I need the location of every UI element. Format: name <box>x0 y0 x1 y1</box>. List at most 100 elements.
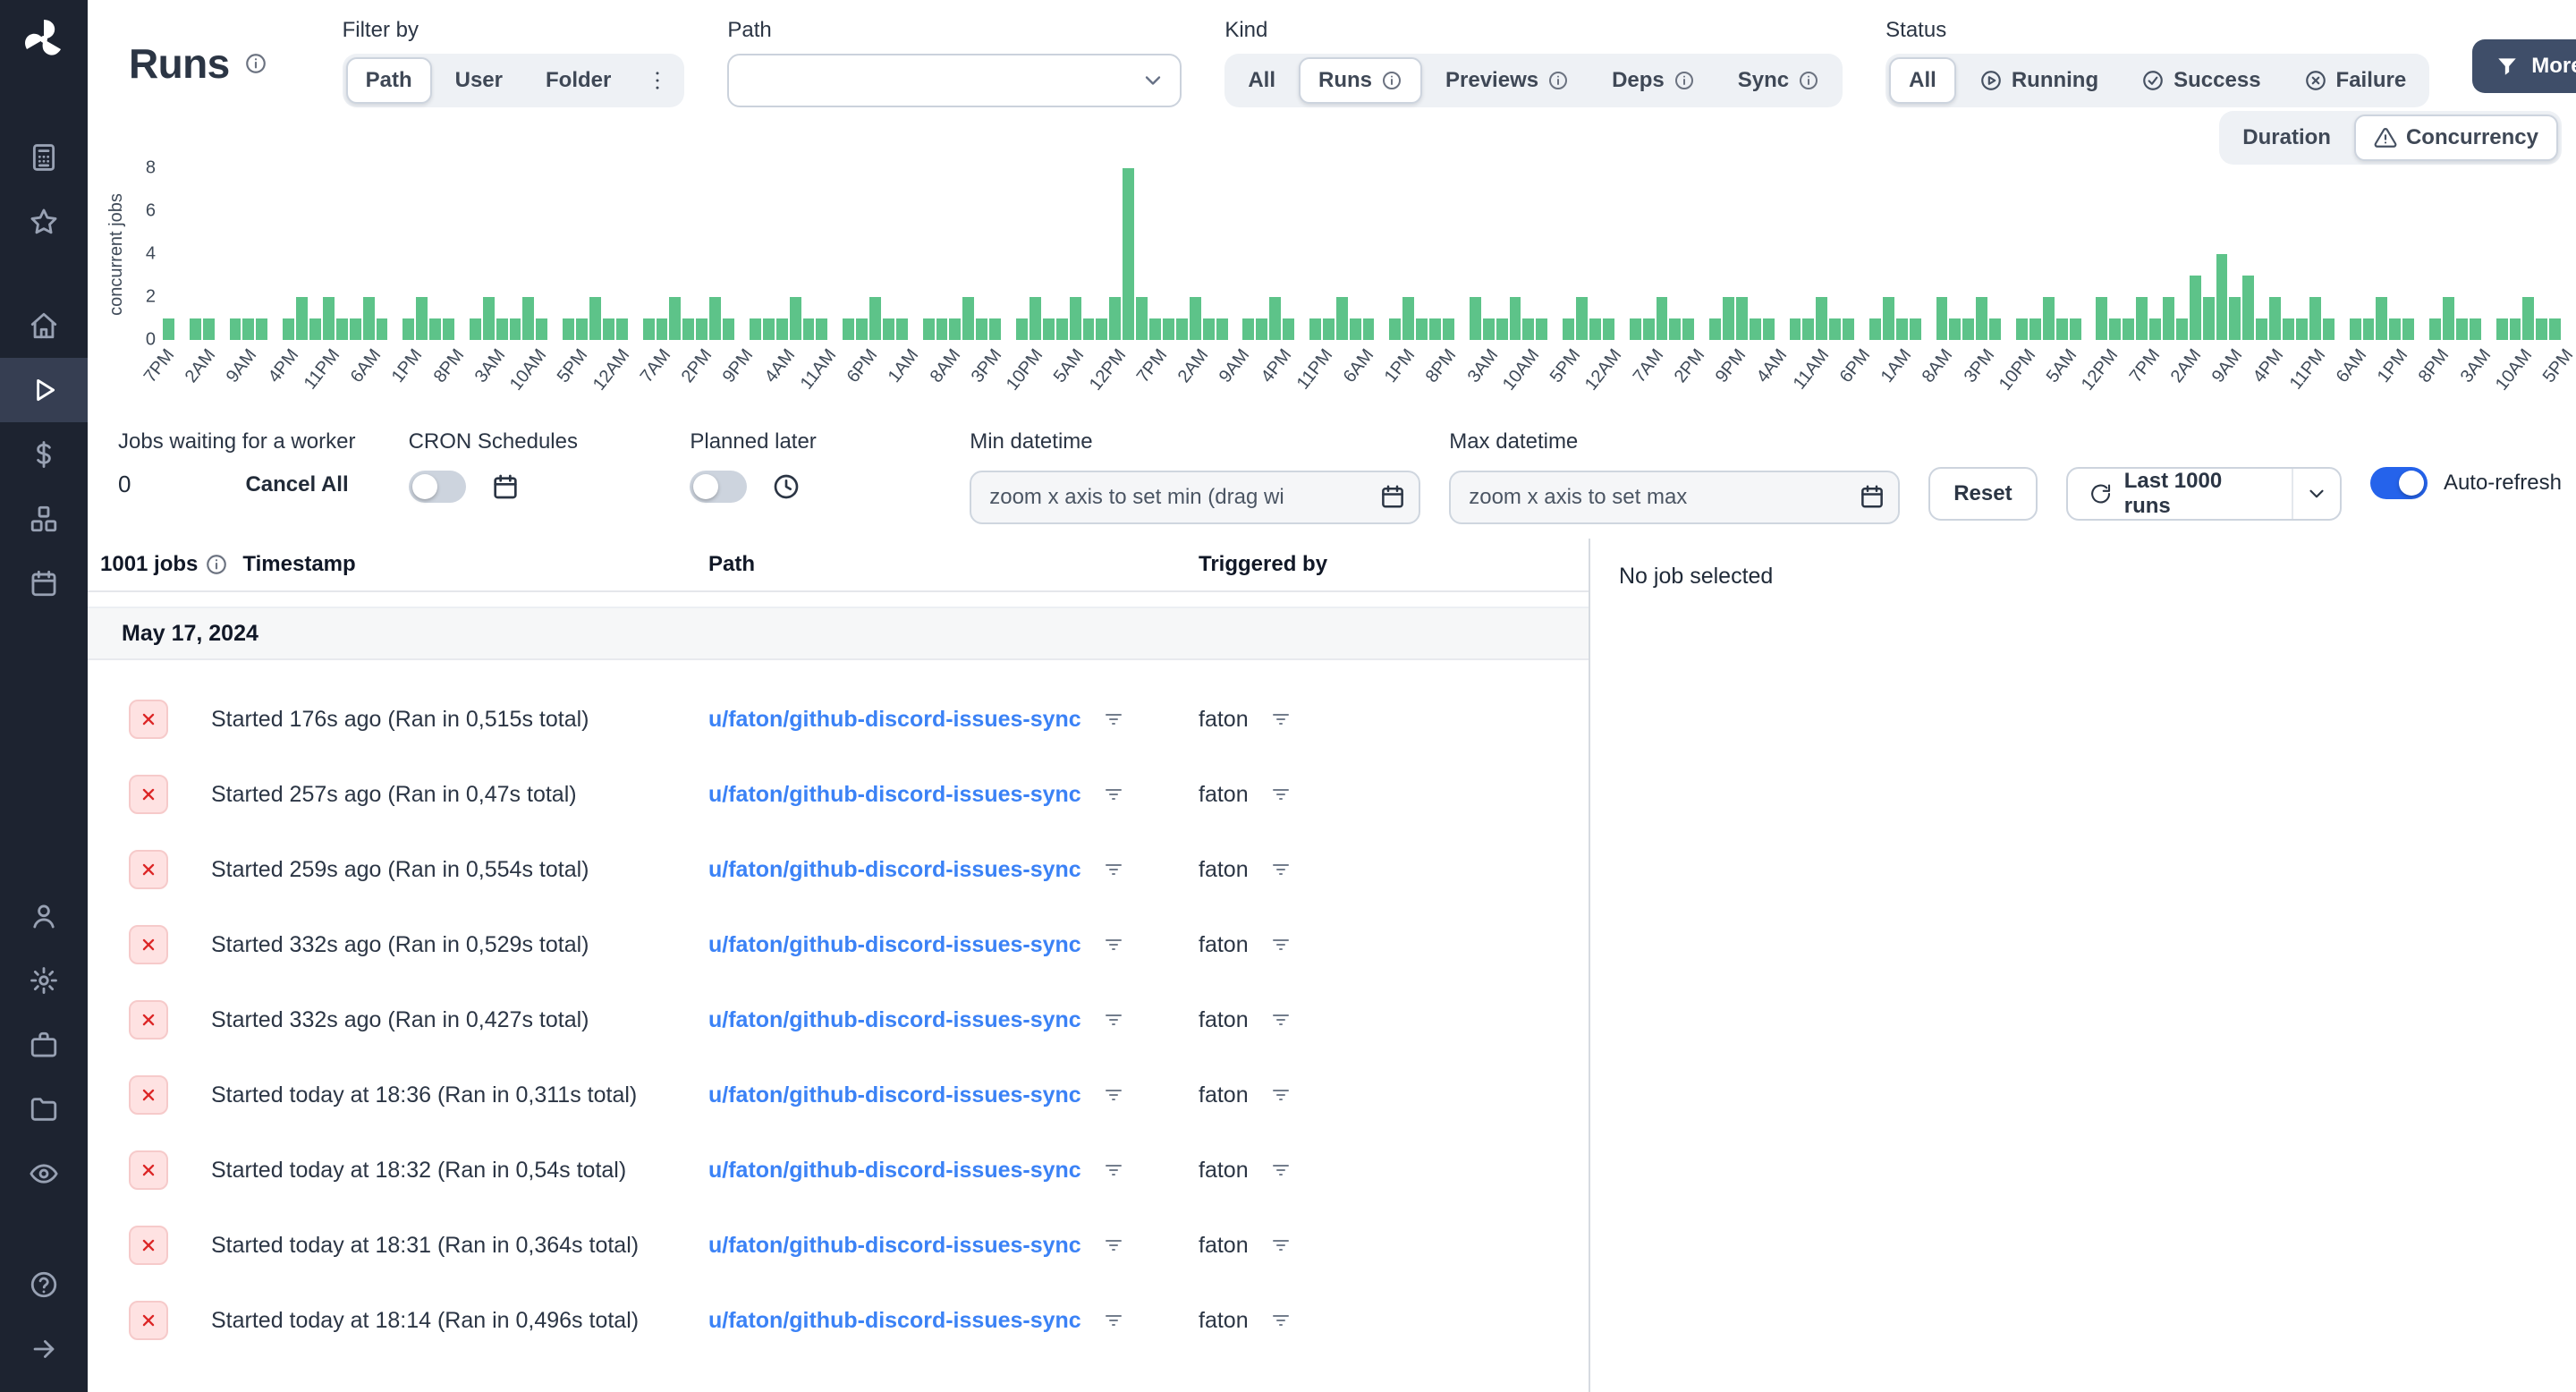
filter-by-user-icon[interactable] <box>1270 1235 1292 1256</box>
sidebar-item-workers[interactable] <box>0 1013 88 1077</box>
filter-by-path-icon[interactable] <box>1103 1084 1124 1106</box>
filter-by-path-icon[interactable] <box>1103 1310 1124 1331</box>
run-status-failure-icon[interactable] <box>129 925 168 964</box>
windmill-logo-icon[interactable] <box>17 14 71 64</box>
sidebar-item-variables[interactable] <box>0 422 88 487</box>
run-row[interactable]: Started today at 18:14 (Ran in 0,496s to… <box>88 1283 1589 1358</box>
kind-sync-button[interactable]: Sync <box>1718 57 1839 104</box>
status-all-button[interactable]: All <box>1889 57 1956 104</box>
status-success-button[interactable]: Success <box>2122 57 2280 104</box>
planned-later-toggle[interactable] <box>690 471 748 503</box>
run-status-failure-icon[interactable] <box>129 1075 168 1115</box>
chart-plot[interactable] <box>163 168 2562 340</box>
run-row[interactable]: Started today at 18:36 (Ran in 0,311s to… <box>88 1057 1589 1133</box>
run-path-link[interactable]: u/faton/github-discord-issues-sync <box>708 1307 1081 1333</box>
sidebar-item-resources[interactable] <box>0 487 88 551</box>
run-path-link[interactable]: u/faton/github-discord-issues-sync <box>708 781 1081 807</box>
min-datetime-input[interactable] <box>970 471 1421 524</box>
cron-schedules-toggle[interactable] <box>408 471 466 503</box>
run-row[interactable]: Started today at 18:32 (Ran in 0,54s tot… <box>88 1133 1589 1208</box>
jobs-count-info-icon[interactable] <box>205 553 228 576</box>
kind-runs-button[interactable]: Runs <box>1299 57 1423 104</box>
filter-by-path-icon[interactable] <box>1103 1009 1124 1031</box>
runs-info-icon[interactable] <box>244 52 267 75</box>
run-path-link[interactable]: u/faton/github-discord-issues-sync <box>708 1006 1081 1032</box>
run-path-link[interactable]: u/faton/github-discord-issues-sync <box>708 1082 1081 1108</box>
concurrency-tab[interactable]: Concurrency <box>2353 115 2558 161</box>
run-status-failure-icon[interactable] <box>129 1150 168 1190</box>
run-path-link[interactable]: u/faton/github-discord-issues-sync <box>708 1232 1081 1258</box>
filter-by-user-button[interactable]: User <box>454 68 503 92</box>
filter-by-user-icon[interactable] <box>1270 1159 1292 1181</box>
filter-by-user-icon[interactable] <box>1270 1084 1292 1106</box>
filter-by-path-icon[interactable] <box>1103 1159 1124 1181</box>
status-failure-button[interactable]: Failure <box>2284 57 2427 104</box>
chart-x-tick: 4AM <box>1753 345 1792 386</box>
run-row[interactable]: Started today at 18:31 (Ran in 0,364s to… <box>88 1208 1589 1283</box>
chart-bar <box>1563 318 1575 340</box>
filter-by-path-icon[interactable] <box>1103 709 1124 730</box>
run-path-link[interactable]: u/faton/github-discord-issues-sync <box>708 1157 1081 1183</box>
more-filters-button[interactable]: More filters <box>2472 39 2576 93</box>
filter-by-user-icon[interactable] <box>1270 1310 1292 1331</box>
status-running-button[interactable]: Running <box>1960 57 2118 104</box>
filter-by-user-icon[interactable] <box>1270 1009 1292 1031</box>
filter-by-user-icon[interactable] <box>1270 859 1292 880</box>
path-filter-select[interactable] <box>727 54 1182 107</box>
reset-button[interactable]: Reset <box>1928 467 2038 521</box>
runs-limit-button[interactable]: Last 1000 runs <box>2068 469 2292 519</box>
run-status-failure-icon[interactable] <box>129 1000 168 1040</box>
planned-clock-button[interactable] <box>772 472 801 501</box>
filter-by-folder-button[interactable]: Folder <box>546 68 612 92</box>
kind-previews-button[interactable]: Previews <box>1426 57 1589 104</box>
sidebar-item-audit-logs[interactable] <box>0 1142 88 1206</box>
chart-bar <box>602 318 614 340</box>
filter-by-path-icon[interactable] <box>1103 934 1124 955</box>
runs-limit-dropdown-button[interactable] <box>2291 469 2340 519</box>
run-row[interactable]: Started 332s ago (Ran in 0,427s total) u… <box>88 982 1589 1057</box>
chart-x-tick: 10PM <box>1995 345 2040 395</box>
filter-by-path-button[interactable]: Path <box>345 57 432 104</box>
kind-deps-button[interactable]: Deps <box>1592 57 1715 104</box>
kind-all-button[interactable]: All <box>1248 68 1276 92</box>
filter-by-user-icon[interactable] <box>1270 934 1292 955</box>
duration-tab[interactable]: Duration <box>2242 125 2331 149</box>
filter-by-more-button[interactable] <box>634 59 681 102</box>
run-path-link[interactable]: u/faton/github-discord-issues-sync <box>708 856 1081 882</box>
max-datetime-calendar-icon[interactable] <box>1859 483 1885 510</box>
max-datetime-input[interactable] <box>1449 471 1901 524</box>
run-row[interactable]: Started 259s ago (Ran in 0,554s total) u… <box>88 832 1589 907</box>
sidebar-item-favorites[interactable] <box>0 190 88 254</box>
min-datetime-calendar-icon[interactable] <box>1379 483 1406 510</box>
sidebar-item-folders[interactable] <box>0 1077 88 1142</box>
run-status-failure-icon[interactable] <box>129 850 168 889</box>
run-status-failure-icon[interactable] <box>129 775 168 814</box>
run-row[interactable]: Started 176s ago (Ran in 0,515s total) u… <box>88 682 1589 757</box>
chart-x-tick: 8AM <box>1919 345 1957 386</box>
run-row[interactable]: Started 257s ago (Ran in 0,47s total) u/… <box>88 757 1589 832</box>
auto-refresh-toggle[interactable] <box>2369 467 2428 499</box>
sidebar-item-schedules[interactable] <box>0 551 88 615</box>
run-row[interactable]: Started 332s ago (Ran in 0,529s total) u… <box>88 907 1589 982</box>
cron-calendar-button[interactable] <box>491 472 520 501</box>
filter-by-user-icon[interactable] <box>1270 709 1292 730</box>
run-path-link[interactable]: u/faton/github-discord-issues-sync <box>708 706 1081 732</box>
cancel-all-button[interactable]: Cancel All <box>245 471 349 497</box>
chart-y-tick: 8 <box>145 157 156 178</box>
filter-by-path-icon[interactable] <box>1103 859 1124 880</box>
filter-by-path-icon[interactable] <box>1103 1235 1124 1256</box>
sidebar-item-user[interactable] <box>0 884 88 948</box>
run-path-link[interactable]: u/faton/github-discord-issues-sync <box>708 931 1081 957</box>
run-status-failure-icon[interactable] <box>129 1226 168 1265</box>
chart-x-tick: 6AM <box>1339 345 1378 386</box>
sidebar-item-home[interactable] <box>0 293 88 358</box>
sidebar-item-expand[interactable] <box>0 1317 88 1381</box>
run-status-failure-icon[interactable] <box>129 700 168 739</box>
filter-by-user-icon[interactable] <box>1270 784 1292 805</box>
sidebar-item-settings[interactable] <box>0 948 88 1013</box>
run-status-failure-icon[interactable] <box>129 1301 168 1340</box>
sidebar-item-help[interactable] <box>0 1252 88 1317</box>
sidebar-item-runs[interactable] <box>0 358 88 422</box>
sidebar-item-calculator[interactable] <box>0 125 88 190</box>
filter-by-path-icon[interactable] <box>1103 784 1124 805</box>
